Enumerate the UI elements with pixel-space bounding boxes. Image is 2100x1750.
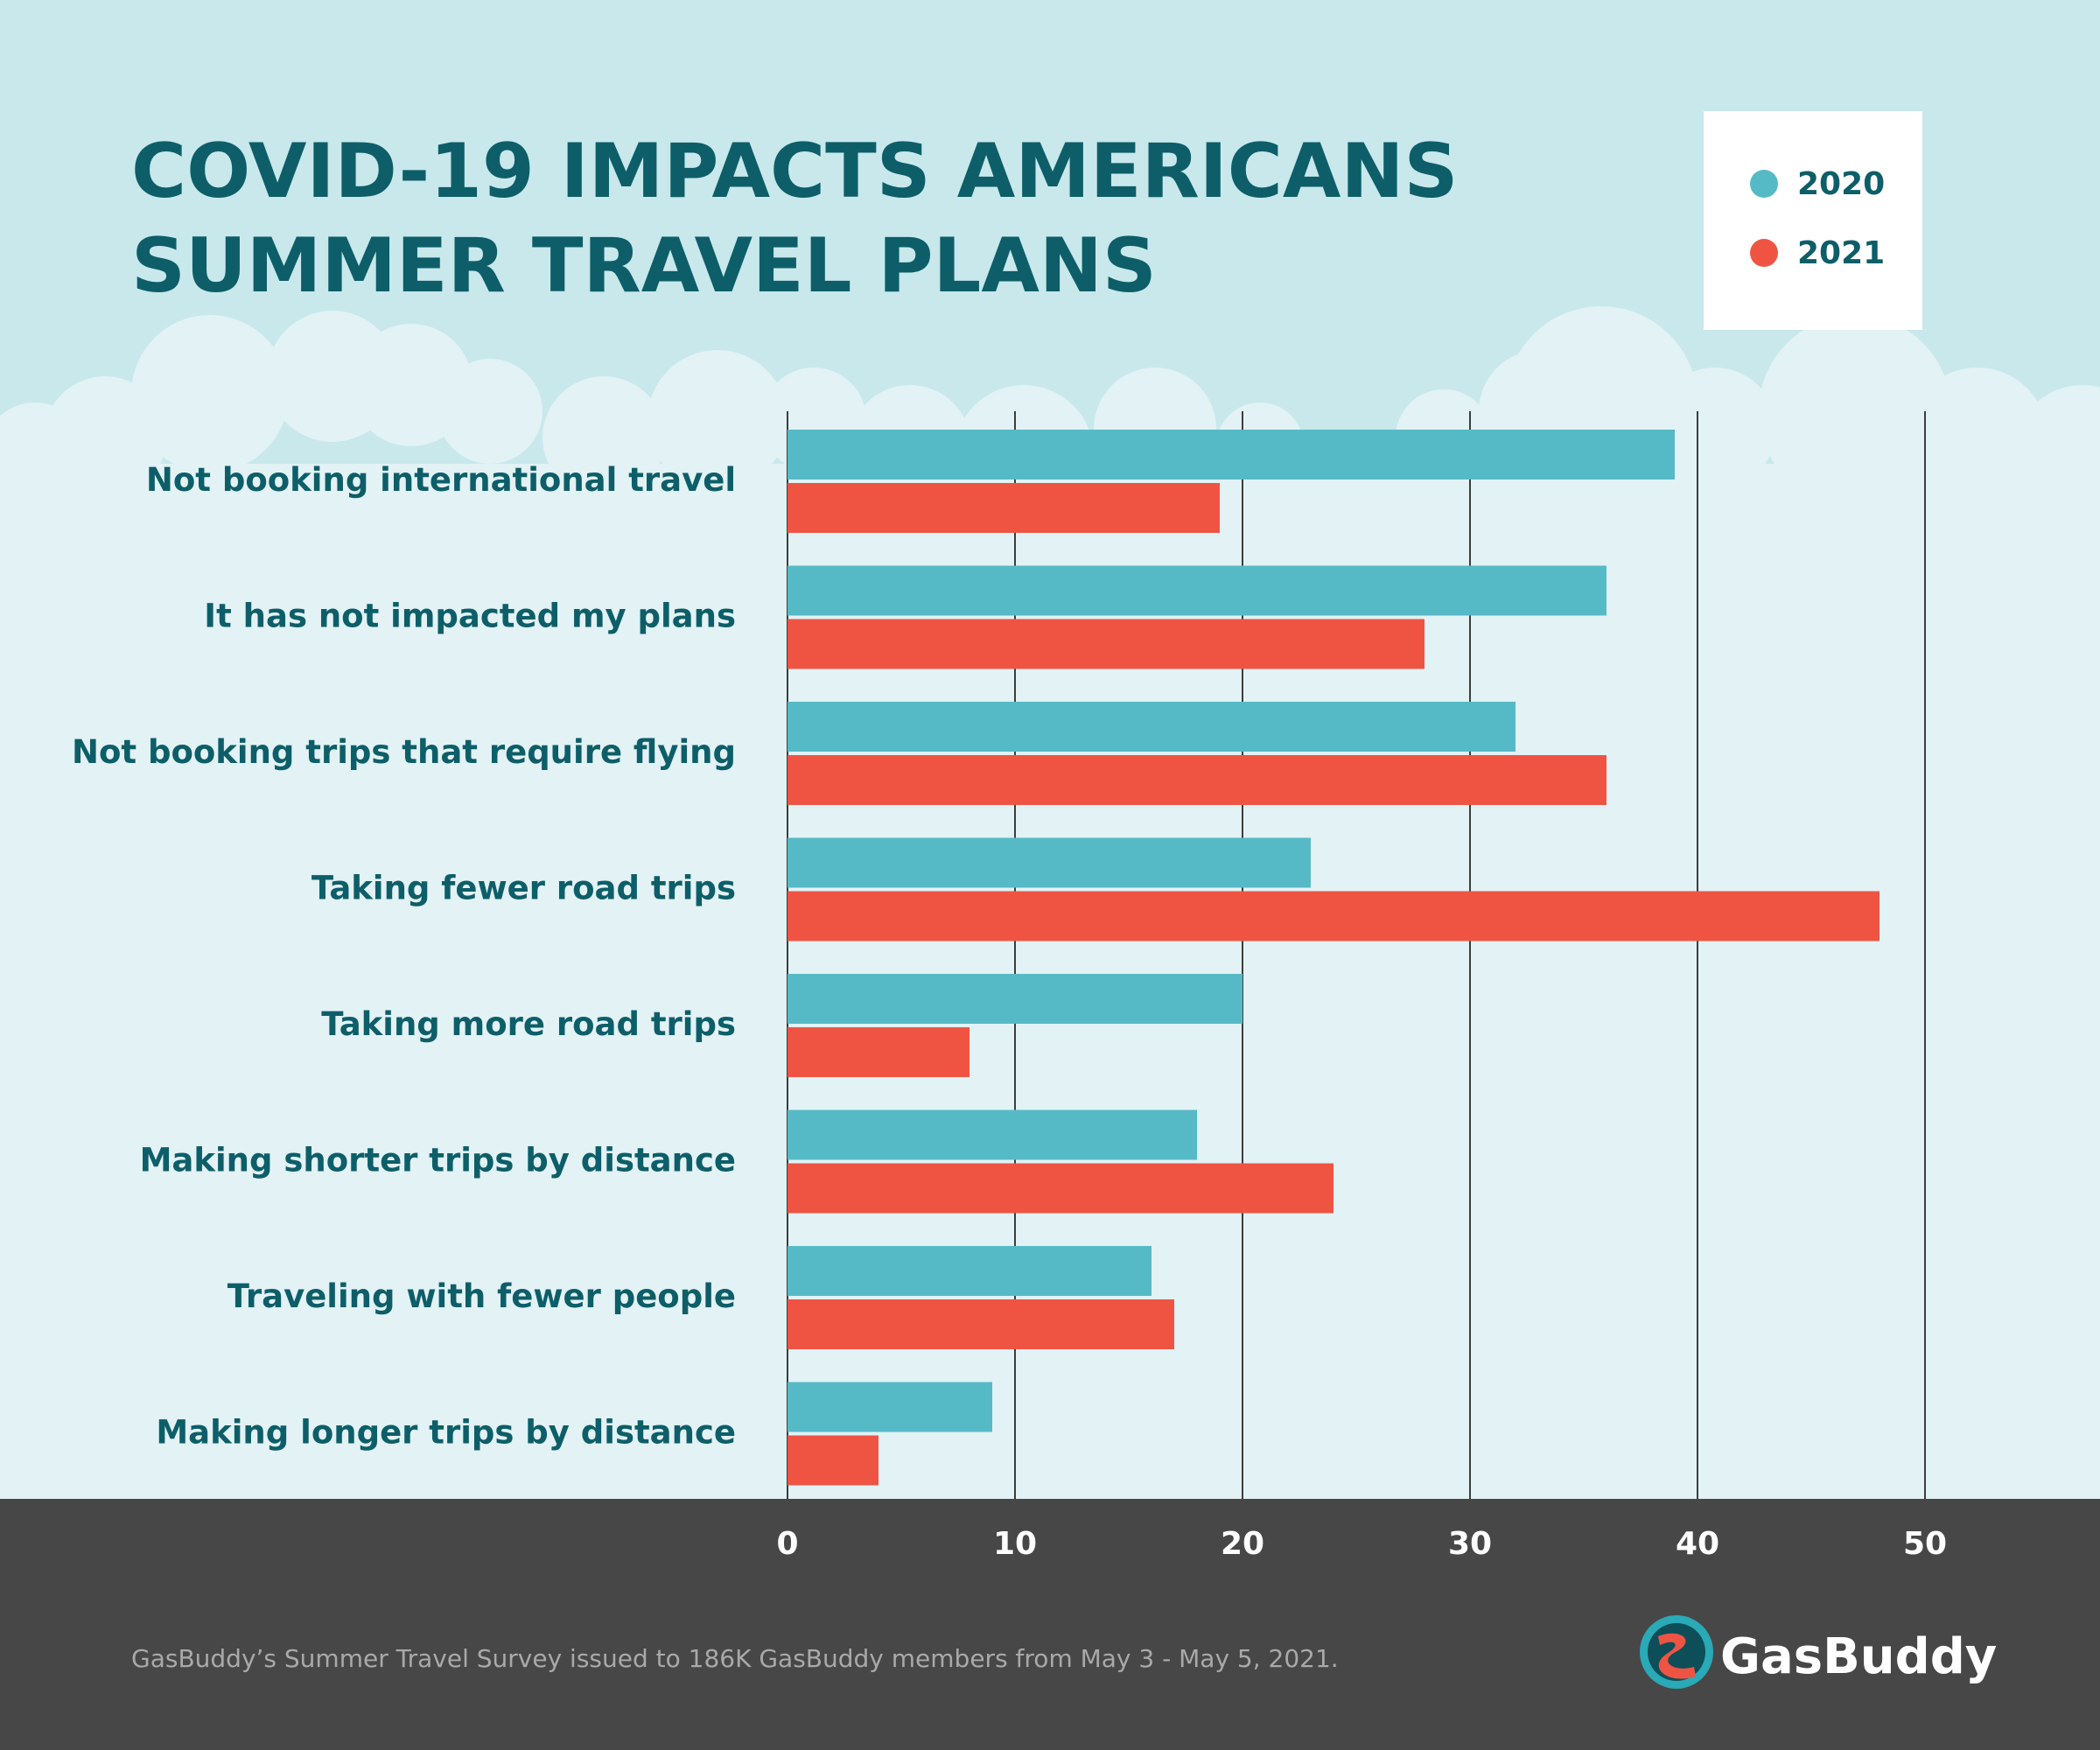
cloud-puff (648, 350, 788, 490)
category-label: Traveling with fewer people (228, 1278, 736, 1315)
bar-2021-1 (788, 619, 1424, 669)
legend: 2020 2021 (1704, 111, 1922, 330)
bar-2021-5 (788, 1163, 1334, 1214)
bar-2020-6 (788, 1246, 1152, 1296)
category-label: Taking more road trips (321, 1005, 736, 1043)
bar-2021-0 (788, 483, 1220, 533)
bar-2020-2 (788, 702, 1516, 752)
bar-2020-3 (788, 837, 1311, 888)
category-label: Making longer trips by distance (156, 1414, 736, 1452)
brand-name: GasBuddy (1720, 1628, 1997, 1685)
legend-2020-label: 2020 (1797, 166, 1885, 202)
bar-2021-3 (788, 891, 1880, 942)
gasbuddy-road-logo-icon (1640, 1615, 1713, 1689)
x-tick-label: 30 (1448, 1526, 1492, 1562)
logo-road (1658, 1633, 1696, 1679)
category-label: Making shorter trips by distance (140, 1142, 736, 1180)
legend-2021-swatch (1750, 239, 1778, 267)
footer-band (0, 1499, 2100, 1750)
bar-2020-4 (788, 974, 1242, 1024)
x-tick-label: 20 (1221, 1526, 1264, 1562)
legend-2021-label: 2021 (1797, 235, 1885, 271)
cloud-puff (131, 315, 289, 472)
bar-2021-2 (788, 755, 1606, 805)
category-label: It has not impacted my plans (204, 598, 736, 635)
cloud-puff (1759, 315, 1951, 508)
x-tick-label: 10 (993, 1526, 1037, 1562)
bar-2021-6 (788, 1299, 1174, 1349)
bars (788, 430, 1880, 1486)
x-tick-label: 40 (1676, 1526, 1719, 1562)
category-labels: Not booking international travel It has n… (72, 461, 736, 1452)
bar-2020-7 (788, 1382, 992, 1432)
bar-2021-4 (788, 1027, 970, 1077)
category-label: Taking fewer road trips (312, 870, 736, 907)
legend-2020-swatch (1750, 170, 1778, 198)
category-label: Not booking trips that require flying (72, 733, 736, 771)
cloud-puff (1654, 368, 1776, 490)
bar-2020-5 (788, 1110, 1197, 1160)
cloud-puff (438, 359, 542, 464)
legend-box (1704, 111, 1922, 330)
category-label: Not booking international travel (146, 461, 736, 499)
bar-2020-0 (788, 430, 1675, 480)
title-line-1: COVID-19 IMPACTS AMERICANS (131, 128, 1458, 215)
title-line-2: SUMMER TRAVEL PLANS (131, 222, 1157, 310)
x-tick-label: 50 (1903, 1526, 1947, 1562)
bar-2021-7 (788, 1435, 878, 1486)
x-tick-label: 0 (776, 1526, 798, 1562)
x-tick-labels: 0 10 20 30 40 50 (776, 1526, 1947, 1562)
footer-note: GasBuddy’s Summer Travel Survey issued t… (131, 1644, 1339, 1673)
bar-2020-1 (788, 565, 1606, 616)
